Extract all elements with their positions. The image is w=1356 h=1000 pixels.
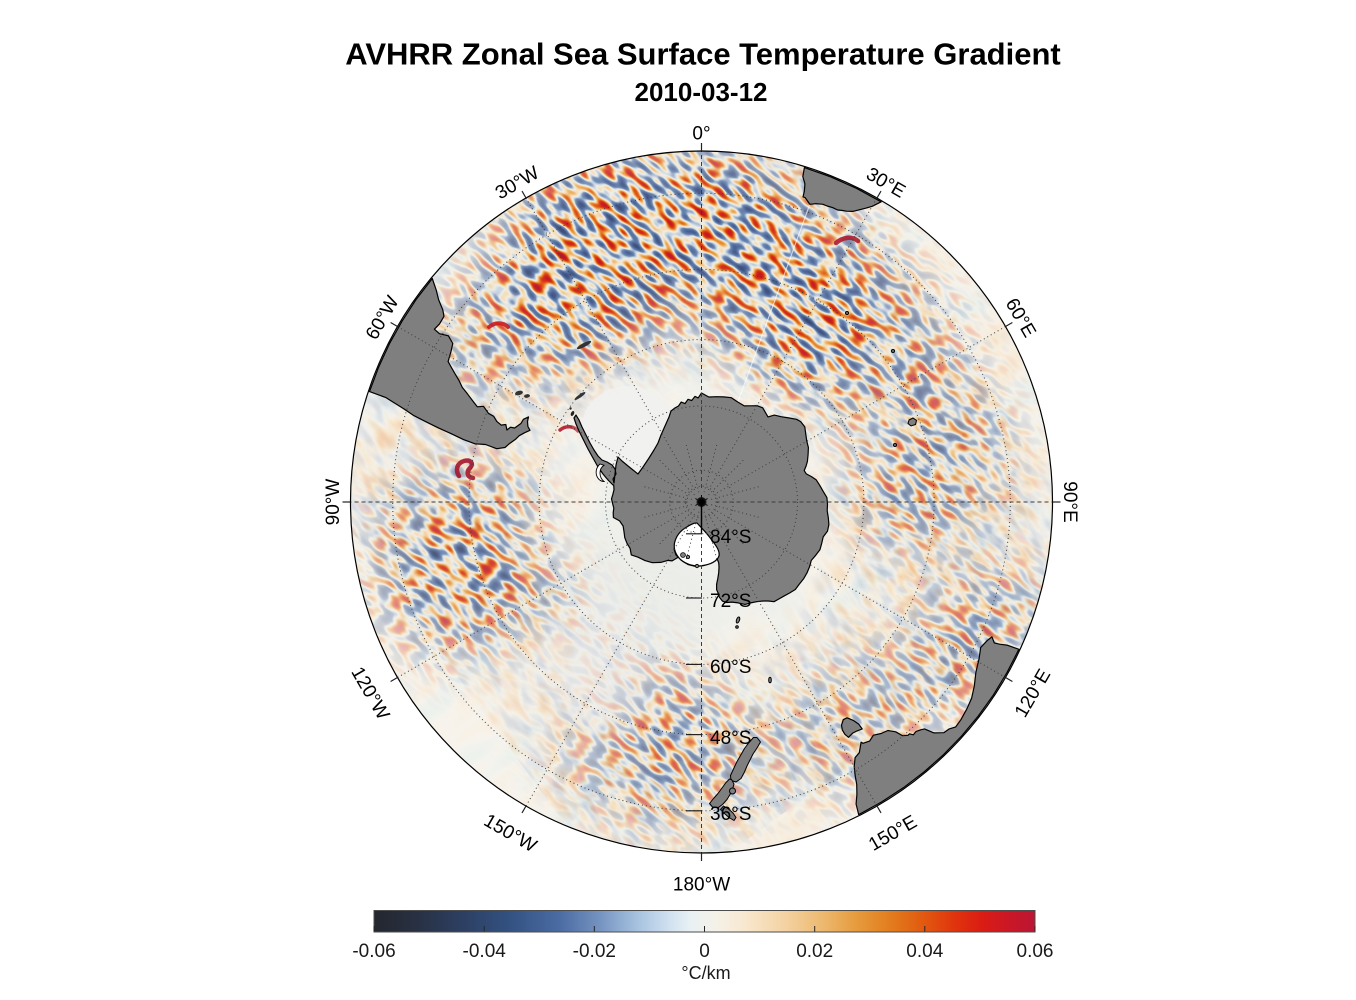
svg-text:180°W: 180°W: [673, 875, 730, 896]
svg-text:36°S: 36°S: [710, 804, 751, 825]
svg-text:120°E: 120°E: [1011, 666, 1055, 722]
svg-text:-0.02: -0.02: [573, 941, 616, 962]
svg-text:0.02: 0.02: [796, 941, 833, 962]
svg-text:-0.06: -0.06: [352, 941, 395, 962]
svg-text:-0.04: -0.04: [463, 941, 507, 962]
svg-text:2010-03-12: 2010-03-12: [635, 77, 768, 107]
svg-text:0°: 0°: [692, 124, 710, 145]
svg-text:90°E: 90°E: [1059, 481, 1080, 522]
svg-text:0.04: 0.04: [906, 941, 943, 962]
svg-text:°C/km: °C/km: [681, 963, 730, 983]
svg-text:150°W: 150°W: [480, 810, 540, 857]
svg-text:48°S: 48°S: [710, 728, 751, 749]
svg-text:84°S: 84°S: [710, 527, 751, 548]
svg-text:0: 0: [699, 941, 710, 962]
svg-text:150°E: 150°E: [865, 812, 921, 856]
svg-text:120°W: 120°W: [346, 663, 393, 723]
svg-text:72°S: 72°S: [710, 591, 751, 612]
svg-text:90°W: 90°W: [323, 479, 344, 526]
svg-text:AVHRR Zonal Sea Surface Temper: AVHRR Zonal Sea Surface Temperature Grad…: [345, 37, 1060, 72]
svg-text:0.06: 0.06: [1017, 941, 1054, 962]
svg-text:60°S: 60°S: [710, 657, 751, 678]
